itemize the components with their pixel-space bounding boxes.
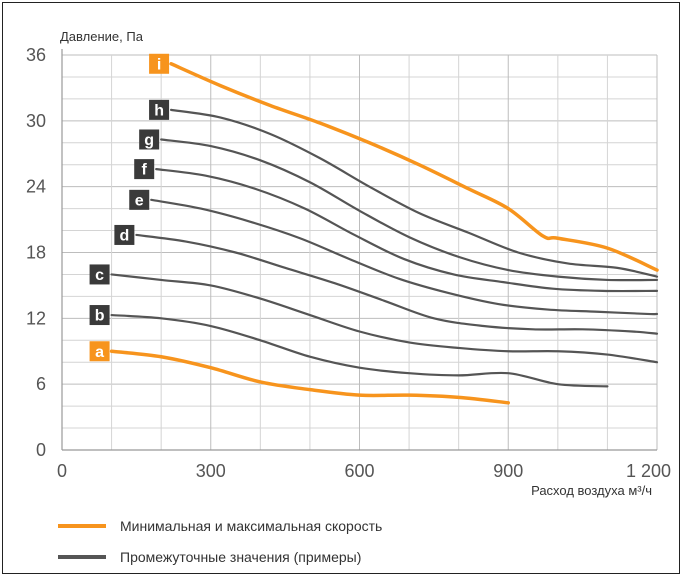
- x-tick-label: 1 200: [626, 461, 671, 481]
- series-line-c: [110, 273, 659, 364]
- series-line-b: [110, 313, 609, 388]
- y-tick-label: 18: [26, 243, 46, 263]
- legend-extreme-label: Минимальная и максимальная скорость: [120, 518, 383, 534]
- series-badge-box: [89, 305, 110, 326]
- legend-intermediate-label: Промежуточные значения (примеры): [120, 549, 362, 565]
- series-badge-label: d: [119, 227, 129, 244]
- series-badge-label: c: [95, 267, 104, 284]
- series-badge-label: i: [157, 56, 161, 73]
- series-badge-label: a: [95, 344, 104, 361]
- series-line-i: [169, 62, 659, 272]
- series-lines: [109, 62, 659, 405]
- series-line-g: [160, 138, 659, 282]
- tick-labels: 0 6 12 18 24 30 36 0 300 600 900 1 200: [26, 45, 671, 481]
- series-badge-box: [129, 189, 150, 210]
- y-tick-label: 24: [26, 177, 46, 197]
- series-line-d: [135, 233, 659, 335]
- series-badge-label: g: [144, 132, 154, 149]
- series-badge-h: h: [149, 99, 170, 120]
- series-badge-g: g: [139, 129, 160, 150]
- series-badge-box: [89, 341, 110, 362]
- x-tick-label: 900: [493, 461, 523, 481]
- series-badge-c: c: [89, 264, 110, 285]
- series-badge-box: [114, 224, 135, 245]
- series-badge-box: [139, 129, 160, 150]
- series-badge-d: d: [114, 224, 135, 245]
- series-line-h: [169, 108, 659, 278]
- series-line-e: [150, 198, 659, 316]
- x-tick-label: 600: [344, 461, 374, 481]
- grid: [62, 54, 658, 450]
- x-tick-label: 0: [57, 461, 67, 481]
- series-badge-a: a: [89, 341, 110, 362]
- series-badge-box: [89, 264, 110, 285]
- series-badge-box: [149, 99, 170, 120]
- series-line-f: [155, 168, 659, 293]
- legend-intermediate: Промежуточные значения (примеры): [58, 549, 361, 565]
- series-badge-box: [134, 159, 155, 180]
- legend-extreme-swatch: [58, 524, 106, 528]
- y-tick-label: 12: [26, 308, 46, 328]
- x-tick-label: 300: [196, 461, 226, 481]
- y-axis-label: Давление, Па: [60, 29, 144, 44]
- series-line-a: [109, 349, 510, 405]
- y-tick-label: 36: [26, 45, 46, 65]
- series-badge-e: e: [129, 189, 150, 210]
- series-badge-i: i: [149, 53, 170, 74]
- legend-extreme: Минимальная и максимальная скорость: [58, 518, 382, 534]
- y-tick-label: 30: [26, 111, 46, 131]
- series-badge-label: e: [135, 192, 144, 209]
- series-badge-label: f: [142, 162, 148, 179]
- axes: [61, 49, 657, 451]
- series-badge-b: b: [89, 305, 110, 326]
- legend-intermediate-swatch: [58, 555, 106, 559]
- series-badge-f: f: [134, 159, 155, 180]
- y-tick-label: 6: [36, 374, 46, 394]
- series-badge-box: [149, 53, 170, 74]
- x-axis-label: Расход воздуха м³/ч: [531, 483, 652, 498]
- y-tick-label: 0: [36, 440, 46, 460]
- series-badge-label: h: [154, 102, 164, 119]
- series-badge-label: b: [95, 308, 105, 325]
